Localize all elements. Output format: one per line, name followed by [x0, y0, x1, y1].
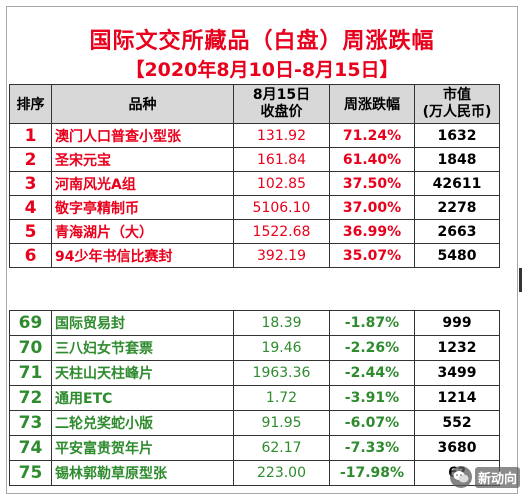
cap-cell: 1214	[414, 385, 500, 411]
table-row: 72 通用ETC 1.72 -3.91% 1214	[9, 385, 500, 411]
rank-cell: 71	[9, 360, 52, 386]
close-cell: 5106.10	[233, 195, 330, 220]
close-cell: 1522.68	[233, 219, 330, 244]
table-row: 74 平安富贵贺年片 62.17 -7.33% 3680	[9, 435, 500, 461]
change-cell: -7.33%	[329, 435, 415, 461]
change-cell: -3.91%	[329, 385, 415, 411]
close-cell: 19.46	[233, 335, 330, 361]
bottom-losers-table: 69 国际贸易封 18.39 -1.87% 999 70 三八妇女节套票 19.46 -2.26…	[9, 310, 500, 486]
table-row: 70 三八妇女节套票 19.46 -2.26% 1232	[9, 335, 500, 361]
name-cell: 三八妇女节套票	[51, 335, 234, 361]
header-cap: 市值 (万人民币)	[414, 84, 500, 124]
name-cell: 青海湖片（大）	[51, 219, 234, 244]
close-cell: 102.85	[233, 171, 330, 196]
change-cell: 37.00%	[329, 195, 415, 220]
header-name: 品种	[51, 84, 234, 124]
change-cell: 37.50%	[329, 171, 415, 196]
cap-cell: 2663	[414, 219, 500, 244]
name-cell: 澳门人口普查小型张	[51, 123, 234, 148]
close-cell: 62.17	[233, 435, 330, 461]
cap-cell: 999	[414, 310, 500, 336]
name-cell: 94少年书信比赛封	[51, 243, 234, 268]
rank-cell: 73	[9, 410, 52, 436]
name-cell: 敬字亭精制币	[51, 195, 234, 220]
name-cell: 平安富贵贺年片	[51, 435, 234, 461]
rank-cell: 2	[9, 147, 52, 172]
top-gainers-table: 排序 品种 8月15日 收盘价 周涨跌幅 市值 (万人民币) 1 澳门人口普查小型张 1…	[9, 84, 500, 268]
table-row: 1 澳门人口普查小型张 131.92 71.24% 1632	[9, 123, 500, 148]
name-cell: 圣宋元宝	[51, 147, 234, 172]
name-cell: 天柱山天柱峰片	[51, 360, 234, 386]
change-cell: -1.87%	[329, 310, 415, 336]
header-change: 周涨跌幅	[329, 84, 415, 124]
rank-cell: 75	[9, 460, 52, 486]
close-cell: 392.19	[233, 243, 330, 268]
close-cell: 1963.36	[233, 360, 330, 386]
cap-cell: 3680	[414, 435, 500, 461]
table-row: 2 圣宋元宝 161.84 61.40% 1848	[9, 147, 500, 172]
header-close-line2: 收盘价	[260, 104, 303, 120]
cap-cell: 1632	[414, 123, 500, 148]
header-cap-line1: 市值	[443, 87, 471, 103]
header-cap-line2: (万人民币)	[422, 104, 492, 120]
table-header-row: 排序 品种 8月15日 收盘价 周涨跌幅 市值 (万人民币)	[9, 84, 500, 124]
change-cell: -17.98%	[329, 460, 415, 486]
table-row: 69 国际贸易封 18.39 -1.87% 999	[9, 310, 500, 336]
rank-cell: 70	[9, 335, 52, 361]
header-close-line1: 8月15日	[252, 87, 311, 103]
rank-cell: 1	[9, 123, 52, 148]
close-cell: 223.00	[233, 460, 330, 486]
name-cell: 河南风光A组	[51, 171, 234, 196]
rank-cell: 3	[9, 171, 52, 196]
edge-marker	[519, 268, 522, 292]
rank-cell: 69	[9, 310, 52, 336]
table-row: 73 二轮兑奖蛇小版 91.95 -6.07% 552	[9, 410, 500, 436]
close-cell: 161.84	[233, 147, 330, 172]
table-row: 3 河南风光A组 102.85 37.50% 42611	[9, 171, 500, 196]
date-range-subtitle: 【2020年8月10日-8月15日】	[125, 59, 399, 81]
change-cell: -2.26%	[329, 335, 415, 361]
name-cell: 国际贸易封	[51, 310, 234, 336]
table-row: 4 敬字亭精制币 5106.10 37.00% 2278	[9, 195, 500, 220]
close-cell: 131.92	[233, 123, 330, 148]
name-cell: 二轮兑奖蛇小版	[51, 410, 234, 436]
rank-cell: 74	[9, 435, 52, 461]
page-title: 国际文交所藏品（白盘）周涨跌幅	[89, 29, 435, 54]
table-row: 71 天柱山天柱峰片 1963.36 -2.44% 3499	[9, 360, 500, 386]
change-cell: 71.24%	[329, 123, 415, 148]
cap-cell: 42611	[414, 171, 500, 196]
close-cell: 1.72	[233, 385, 330, 411]
rank-cell: 72	[9, 385, 52, 411]
close-cell: 91.95	[233, 410, 330, 436]
table-row: 6 94少年书信比赛封 392.19 35.07% 5480	[9, 243, 500, 268]
change-cell: 36.99%	[329, 219, 415, 244]
cap-cell: 1848	[414, 147, 500, 172]
name-cell: 通用ETC	[51, 385, 234, 411]
cap-cell: 2278	[414, 195, 500, 220]
change-cell: -6.07%	[329, 410, 415, 436]
cap-cell: 552	[414, 410, 500, 436]
cap-cell: 1232	[414, 335, 500, 361]
cap-cell: 3499	[414, 360, 500, 386]
watermark: 新动向	[450, 466, 521, 488]
wechat-icon	[450, 466, 472, 488]
header-close: 8月15日 收盘价	[233, 84, 330, 124]
change-cell: 61.40%	[329, 147, 415, 172]
rank-cell: 6	[9, 243, 52, 268]
watermark-text: 新动向	[475, 466, 521, 488]
close-cell: 18.39	[233, 310, 330, 336]
rank-cell: 4	[9, 195, 52, 220]
name-cell: 锡林郭勒草原型张	[51, 460, 234, 486]
change-cell: -2.44%	[329, 360, 415, 386]
cap-cell: 5480	[414, 243, 500, 268]
header-rank: 排序	[9, 84, 52, 124]
table-row: 5 青海湖片（大） 1522.68 36.99% 2663	[9, 219, 500, 244]
rank-cell: 5	[9, 219, 52, 244]
change-cell: 35.07%	[329, 243, 415, 268]
